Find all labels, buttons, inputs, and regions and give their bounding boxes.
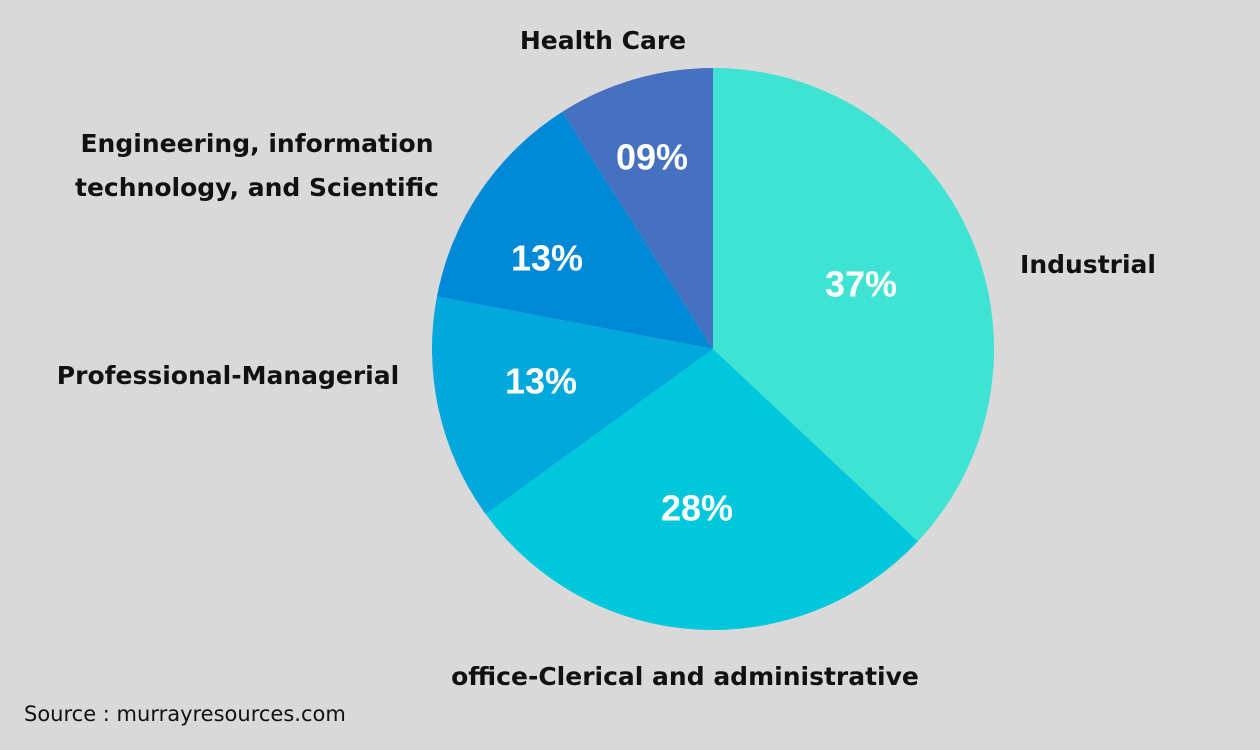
pie-slice-engineering-information-technology-and-scientific: [436, 111, 713, 350]
category-labels: Industrial office-Clerical and administra…: [57, 26, 1156, 691]
pie-slice-professional-managerial: [432, 296, 713, 515]
category-label-professional-managerial: Professional-Managerial: [57, 361, 399, 390]
slice-value-label: 37%: [825, 264, 897, 305]
pie-slice-health-care: [562, 67, 713, 349]
category-label-line: office-Clerical and administrative: [451, 662, 919, 691]
category-label-line: Professional-Managerial: [57, 361, 399, 390]
source-note: Source : murrayresources.com: [24, 702, 346, 726]
category-label-industrial: Industrial: [1020, 250, 1156, 279]
pie-slice-office-clerical-and-administrative: [485, 349, 918, 630]
category-label-office-clerical-and-administrative: office-Clerical and administrative: [451, 662, 919, 691]
slice-value-label: 28%: [661, 488, 733, 529]
slice-value-label: 13%: [511, 238, 583, 279]
pie-slice-industrial: [713, 68, 995, 542]
slice-value-labels: 37% 28% 13% 13% 09%: [505, 137, 897, 529]
slice-value-label: 13%: [505, 361, 577, 402]
category-label-line: Engineering, information: [80, 129, 433, 158]
slice-value-label: 09%: [616, 137, 688, 178]
category-label-engineering-information-technology-and-scientific: Engineering, information technology, and …: [75, 129, 439, 202]
category-label-line: technology, and Scientific: [75, 173, 439, 202]
category-label-health-care: Health Care: [520, 26, 686, 55]
category-label-line: Health Care: [520, 26, 686, 55]
pie-slices: [432, 67, 995, 630]
category-label-line: Industrial: [1020, 250, 1156, 279]
